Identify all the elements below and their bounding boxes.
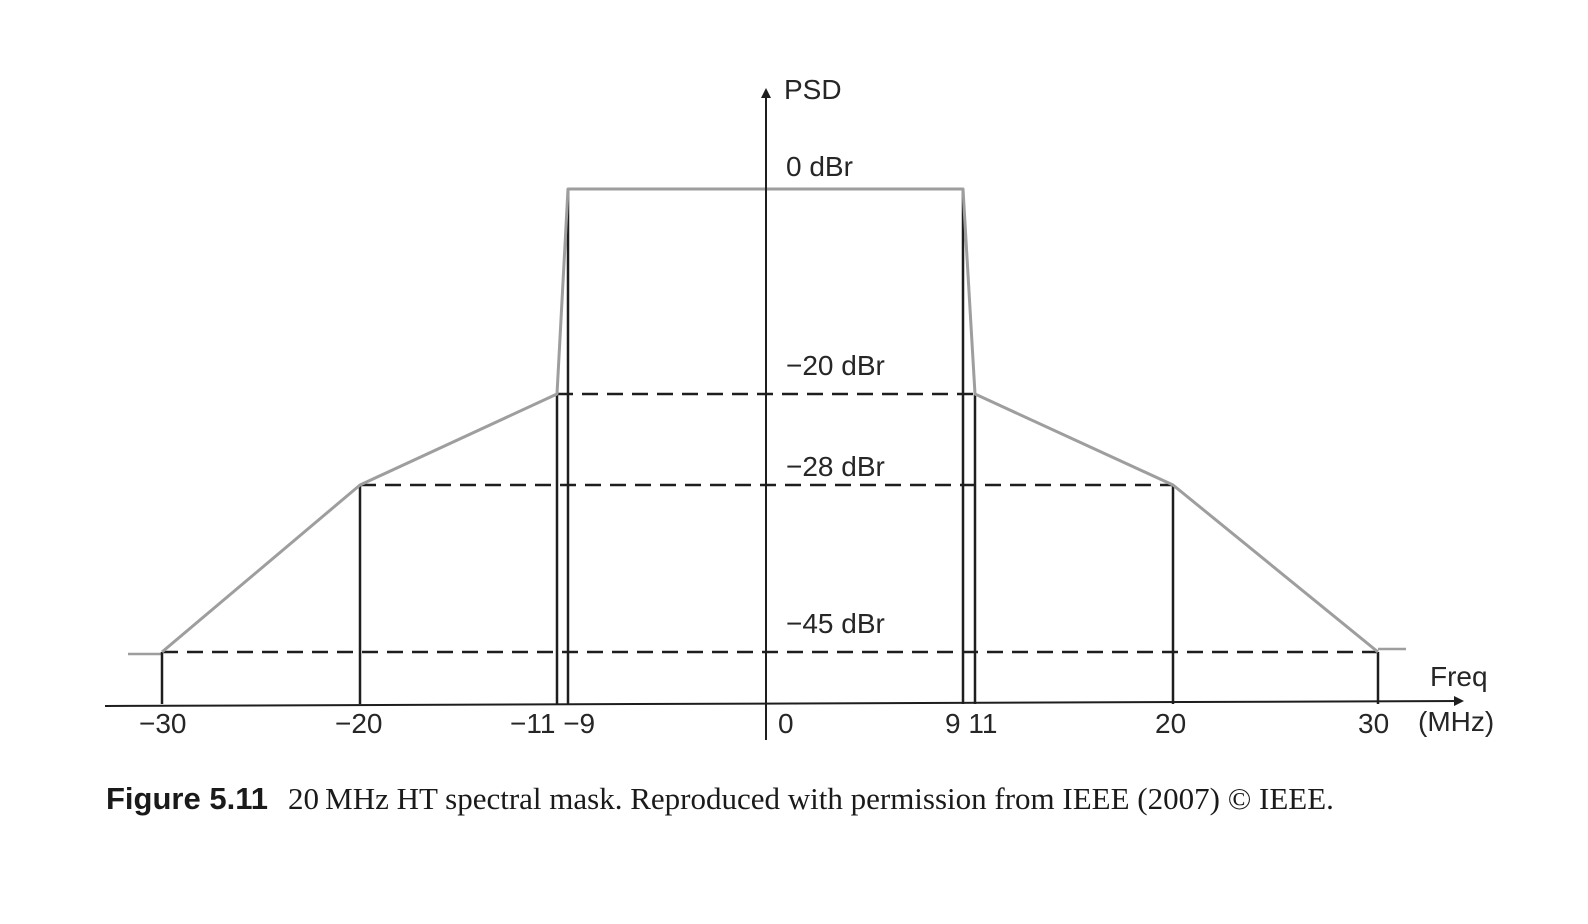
x-axis-line	[104, 696, 1464, 707]
level-label: −28 dBr	[786, 451, 885, 482]
x-tick-label: −30	[139, 708, 187, 739]
x-tick-label: 30	[1358, 708, 1389, 739]
x-tick-label: −20	[335, 708, 383, 739]
level-labels: 0 dBr −20 dBr −28 dBr −45 dBr	[786, 151, 885, 639]
x-tick-label: −11 −9	[510, 708, 595, 739]
caption-label: Figure 5.11	[106, 781, 268, 816]
y-axis-label: PSD	[784, 74, 842, 105]
drop-lines	[160, 189, 1380, 704]
x-axis-label: Freq	[1430, 661, 1488, 692]
caption-text: 20 MHz HT spectral mask. Reproduced with…	[288, 781, 1334, 816]
level-label: −20 dBr	[786, 350, 885, 381]
x-axis-unit: (MHz)	[1418, 706, 1494, 737]
x-tick-label: 9 11	[945, 708, 997, 739]
x-tick-labels: −30 −20 −11 −9 0 9 11 20 30	[139, 708, 1389, 739]
x-tick-label: 20	[1155, 708, 1186, 739]
x-tick-label: 0	[778, 708, 794, 739]
level-label: 0 dBr	[786, 151, 853, 182]
level-label: −45 dBr	[786, 608, 885, 639]
mask-group	[161, 187, 1379, 654]
spectral-mask-line	[161, 187, 1379, 654]
figure-caption: Figure 5.11 20 MHz HT spectral mask. Rep…	[106, 781, 1334, 816]
